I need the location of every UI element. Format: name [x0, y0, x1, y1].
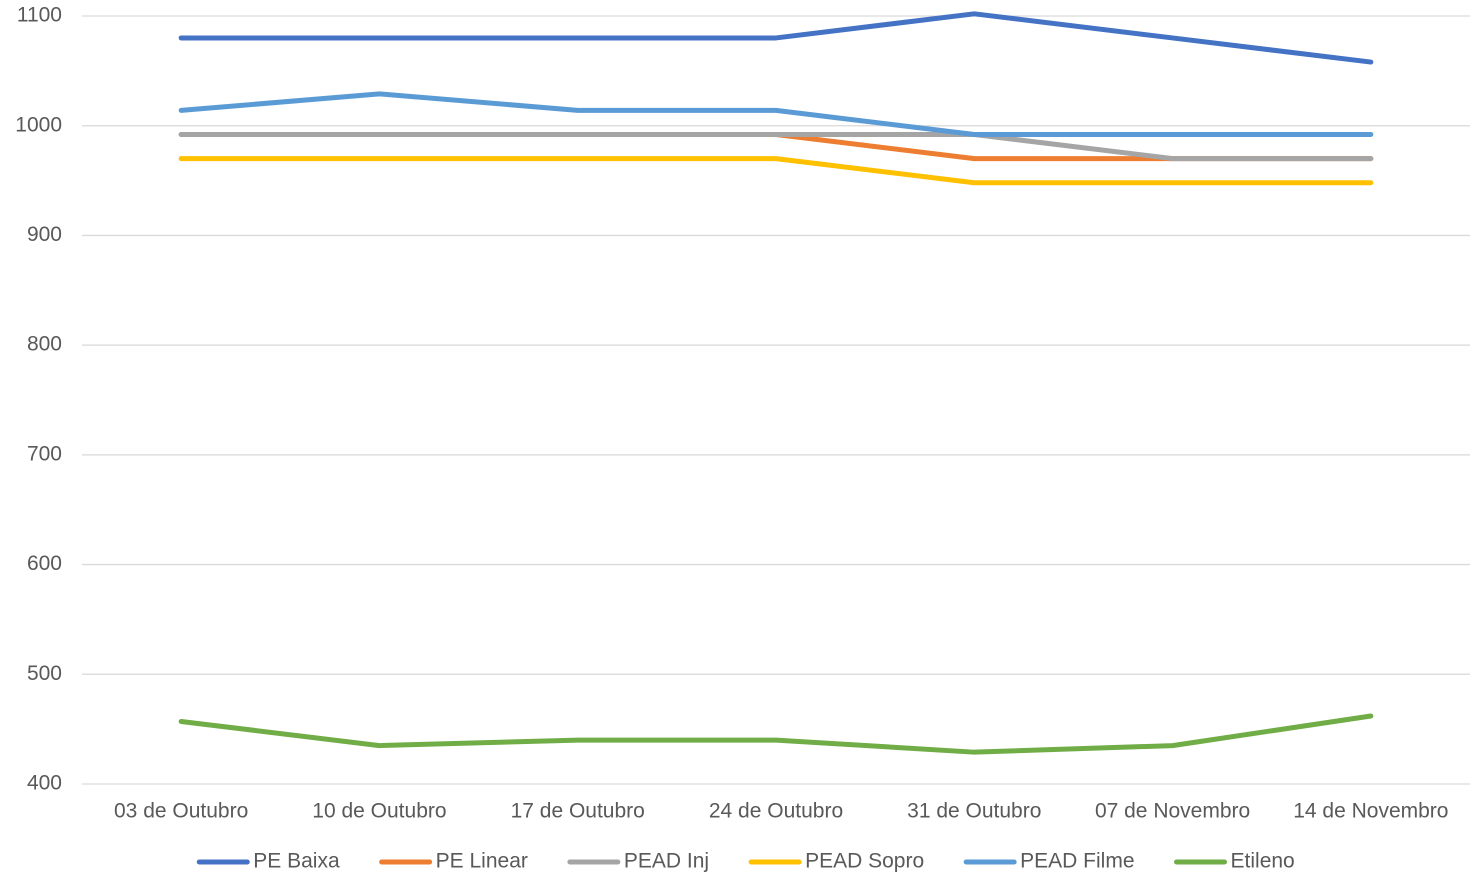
x-tick-label: 17 de Outubro — [511, 800, 645, 823]
y-tick-label: 400 — [27, 772, 62, 795]
x-tick-label: 31 de Outubro — [907, 800, 1041, 823]
y-tick-label: 700 — [27, 442, 62, 465]
x-tick-label: 24 de Outubro — [709, 800, 843, 823]
x-tick-label: 03 de Outubro — [114, 800, 248, 823]
y-tick-label: 600 — [27, 552, 62, 575]
legend-label: PEAD Filme — [1020, 850, 1134, 873]
legend-label: PEAD Sopro — [805, 850, 924, 873]
y-tick-label: 1100 — [17, 4, 62, 27]
legend-label: PE Baixa — [253, 850, 340, 873]
legend-label: Etileno — [1231, 850, 1295, 873]
y-tick-label: 500 — [27, 662, 62, 685]
series-line — [178, 11, 1374, 65]
series-line — [178, 131, 1374, 162]
y-tick-label: 800 — [27, 333, 62, 356]
series-line — [178, 131, 1374, 162]
series-line — [178, 91, 1374, 137]
x-tick-label: 10 de Outubro — [312, 800, 446, 823]
series-line — [178, 156, 1374, 186]
x-tick-label: 07 de Novembro — [1095, 800, 1250, 823]
y-tick-label: 900 — [27, 223, 62, 246]
y-tick-label: 1000 — [15, 113, 62, 136]
series-line — [178, 713, 1374, 755]
legend-label: PE Linear — [436, 850, 528, 873]
legend-label: PEAD Inj — [624, 850, 709, 873]
x-tick-label: 14 de Novembro — [1293, 800, 1448, 823]
